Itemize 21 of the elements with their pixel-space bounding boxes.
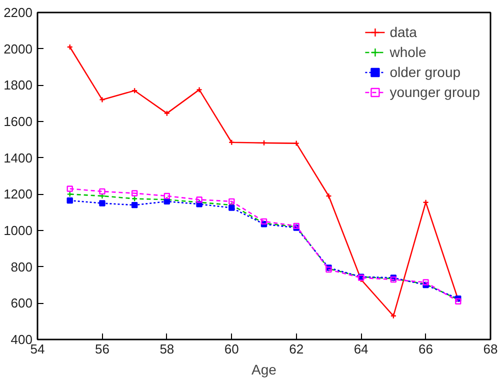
legend-label: data [390, 24, 417, 40]
x-tick-label: 58 [160, 342, 174, 356]
y-tick-label: 1000 [4, 223, 32, 238]
y-tick-label: 1800 [4, 78, 32, 93]
legend-label: whole [390, 44, 426, 60]
x-axis-title: Age [252, 362, 277, 378]
x-tick-label: 68 [483, 342, 498, 356]
x-tick-label: 56 [94, 342, 110, 356]
x-tick-label: 64 [354, 342, 368, 356]
y-tick-label: 1400 [4, 150, 32, 166]
x-tick-label: 66 [418, 342, 434, 356]
y-tick-label: 2200 [4, 5, 32, 20]
y-tick-label: 2000 [4, 41, 32, 56]
y-tick-label: 1600 [4, 114, 32, 129]
legend-label: older group [390, 64, 461, 80]
legend-label: younger group [390, 84, 480, 100]
y-tick-label: 800 [10, 259, 33, 274]
x-tick-label: 62 [289, 342, 304, 356]
x-tick-label: 60 [224, 342, 239, 356]
y-tick-label: 600 [10, 296, 33, 311]
y-tick-label: 1200 [4, 186, 32, 202]
